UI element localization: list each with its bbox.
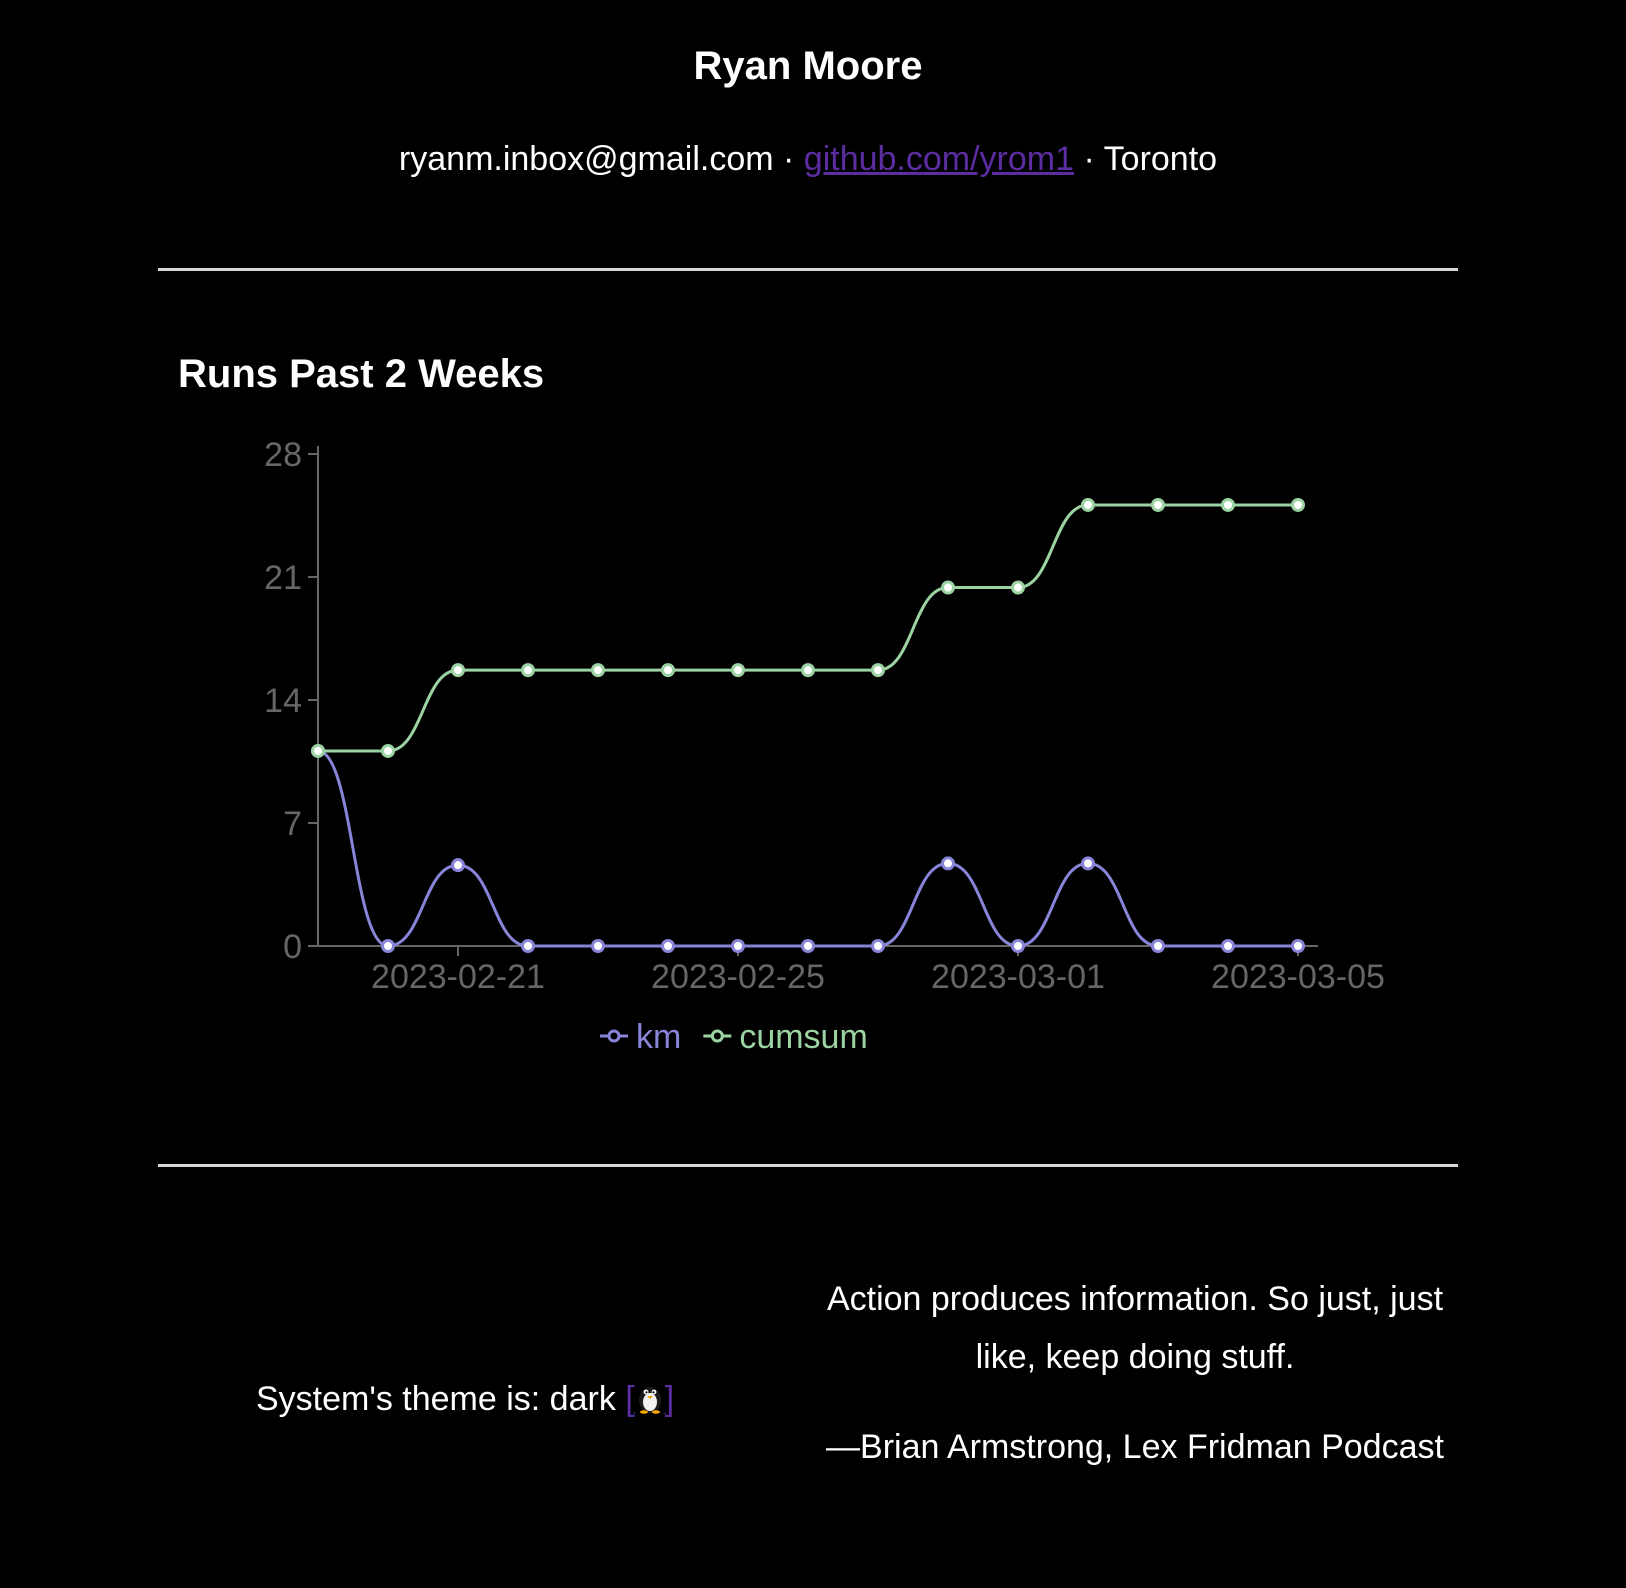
y-tick-label: 0: [283, 928, 302, 966]
y-tick-label: 21: [264, 559, 302, 597]
theme-toggle-link[interactable]: [ ]: [625, 1380, 674, 1418]
page-title: Ryan Moore: [693, 44, 923, 88]
theme-text: System's theme is: dark: [256, 1380, 616, 1418]
legend-swatch-dot-km: [607, 1029, 621, 1043]
data-point-cumsum: [381, 743, 395, 758]
data-point-km: [521, 939, 535, 953]
data-point-km: [661, 939, 675, 953]
data-point-km: [591, 939, 605, 953]
y-tick-label: 14: [264, 682, 302, 720]
data-point-cumsum: [451, 663, 465, 678]
y-tick-label: 7: [283, 805, 302, 843]
data-point-km: [1151, 939, 1165, 953]
legend-label-cumsum: cumsum: [739, 1018, 867, 1056]
x-tick-label: 2023-02-25: [651, 958, 825, 996]
quote-text: Action produces information. So just, ju…: [826, 1280, 1444, 1376]
data-point-cumsum: [311, 743, 325, 758]
data-point-cumsum: [871, 663, 885, 678]
data-point-cumsum: [1221, 497, 1235, 512]
series-line-km: [317, 749, 1298, 948]
x-tick-label: 2023-02-21: [371, 958, 545, 996]
data-point-cumsum: [941, 580, 955, 595]
x-tick-label: 2023-03-05: [1211, 958, 1385, 996]
penguin-icon: [635, 1382, 665, 1423]
theme-indicator: System's theme is: dark [ ]: [256, 1380, 674, 1423]
x-tick-label: 2023-03-01: [931, 958, 1105, 996]
chart-title: Runs Past 2 Weeks: [178, 352, 545, 396]
top-divider: [158, 268, 1458, 271]
data-point-km: [1081, 856, 1095, 871]
data-point-cumsum: [801, 663, 815, 678]
contact-line: ryanm.inbox@gmail.com · github.com/yrom1…: [0, 140, 1616, 179]
bottom-divider: [158, 1164, 1458, 1167]
location-text: Toronto: [1103, 140, 1218, 178]
data-point-cumsum: [661, 663, 675, 678]
data-point-km: [871, 939, 885, 953]
data-point-km: [731, 939, 745, 953]
separator: ·: [783, 140, 795, 178]
data-point-cumsum: [731, 663, 745, 678]
legend-swatch-dot-cumsum: [710, 1029, 724, 1043]
separator: ·: [1083, 140, 1095, 178]
legend-label-km: km: [636, 1018, 681, 1056]
data-point-km: [941, 856, 955, 871]
email-text: ryanm.inbox@gmail.com: [398, 140, 774, 178]
y-tick-label: 28: [264, 436, 302, 474]
data-point-km: [801, 939, 815, 953]
data-point-km: [1291, 939, 1305, 953]
data-point-km: [451, 858, 465, 873]
data-point-cumsum: [1291, 497, 1305, 512]
data-point-cumsum: [1011, 580, 1025, 595]
data-point-cumsum: [591, 663, 605, 678]
data-point-km: [381, 939, 395, 953]
quote-block: Action produces information. So just, ju…: [820, 1270, 1450, 1476]
data-point-km: [1011, 939, 1025, 953]
data-point-cumsum: [521, 663, 535, 678]
runs-chart: 0 7 14 21 28 2023-02-21 2023-02-25 2023-03-01 20…: [264, 436, 1385, 1056]
series-line-cumsum: [317, 503, 1298, 753]
data-point-km: [1221, 939, 1235, 953]
bracket-open: [: [625, 1380, 635, 1418]
github-link[interactable]: github.com/yrom1: [803, 140, 1075, 178]
bracket-close: ]: [664, 1380, 675, 1418]
data-point-cumsum: [1151, 497, 1165, 512]
quote-attribution: —Brian Armstrong, Lex Fridman Podcast: [826, 1428, 1444, 1466]
data-point-cumsum: [1081, 497, 1095, 512]
